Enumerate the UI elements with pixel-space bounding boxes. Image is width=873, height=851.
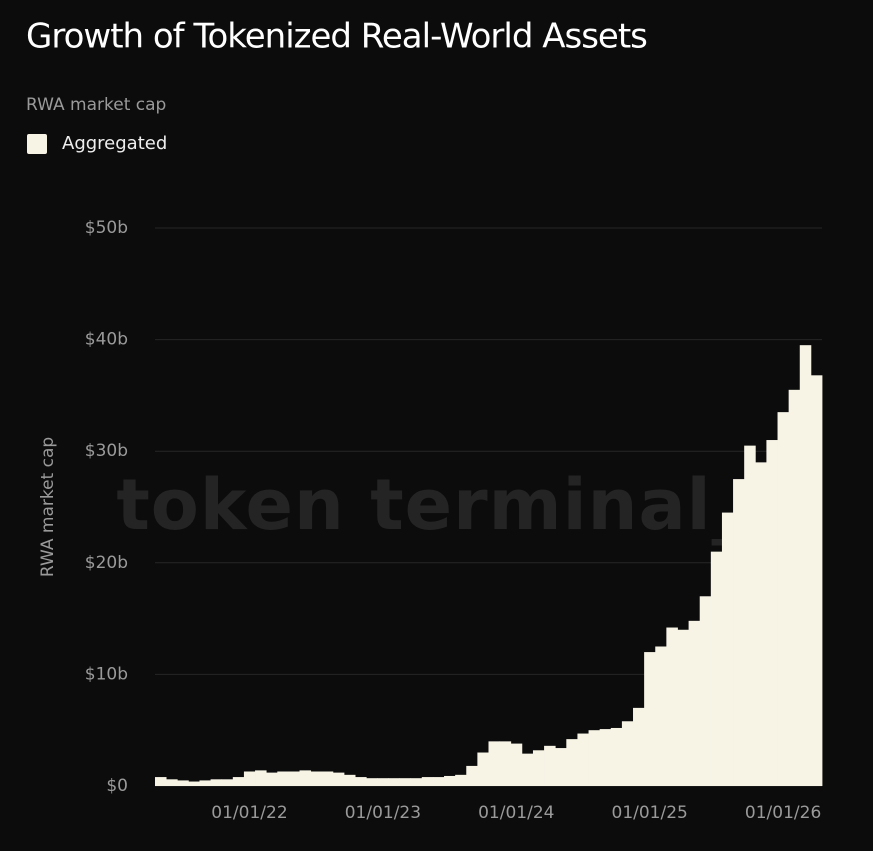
x-tick-label: 01/01/25 — [612, 803, 688, 823]
x-tick-label: 01/01/24 — [478, 803, 554, 823]
x-tick-label: 01/01/22 — [211, 803, 287, 823]
bar — [410, 778, 423, 786]
bar — [455, 774, 467, 786]
bar — [521, 753, 534, 786]
bar — [544, 745, 556, 786]
bar — [799, 345, 812, 786]
bar — [621, 721, 634, 786]
bar — [721, 512, 734, 786]
bar — [399, 778, 412, 786]
bar — [499, 741, 512, 786]
bar — [310, 771, 323, 786]
bar — [666, 627, 678, 786]
bar — [277, 771, 289, 786]
bar — [488, 741, 501, 786]
bar — [388, 778, 400, 786]
y-tick-label: $40b — [85, 330, 128, 350]
bar — [444, 775, 456, 786]
bar — [177, 780, 189, 786]
watermark: token terminal_ — [116, 464, 747, 546]
bar — [699, 596, 712, 786]
bar — [744, 445, 756, 786]
bar — [610, 727, 623, 786]
bar — [421, 777, 434, 786]
bar — [332, 772, 345, 786]
bar — [810, 375, 823, 786]
bar — [599, 729, 612, 786]
bar — [655, 646, 667, 786]
y-tick-label: $10b — [85, 664, 128, 684]
bar — [243, 771, 256, 786]
bar — [255, 770, 267, 786]
bar — [199, 780, 211, 786]
bar — [466, 765, 478, 786]
bar — [166, 779, 178, 786]
y-tick-label: $50b — [85, 218, 128, 238]
bar — [588, 730, 601, 786]
bar — [221, 779, 234, 786]
bar — [366, 778, 378, 786]
x-tick-label: 01/01/26 — [745, 803, 821, 823]
bar — [677, 629, 689, 786]
bar — [299, 770, 312, 786]
bar — [188, 781, 200, 786]
bar — [532, 750, 545, 786]
bar — [355, 777, 367, 786]
bar — [788, 389, 801, 786]
bar — [477, 752, 489, 786]
y-tick-label: $0 — [106, 776, 128, 796]
bar — [555, 748, 567, 786]
x-tick-label: 01/01/23 — [345, 803, 421, 823]
bar — [777, 412, 790, 786]
chart-subtitle: RWA market cap — [26, 95, 166, 115]
y-tick-label: $20b — [85, 553, 128, 573]
bar — [510, 743, 523, 786]
bar — [155, 777, 167, 786]
bar — [755, 462, 767, 786]
bar — [432, 777, 445, 786]
legend-swatch — [27, 134, 47, 154]
y-axis-label: RWA market cap — [38, 437, 58, 577]
bar — [577, 733, 589, 786]
bar — [210, 779, 223, 786]
bar — [288, 771, 300, 786]
bar — [321, 771, 334, 786]
bar — [633, 707, 645, 786]
chart-title: Growth of Tokenized Real-World Assets — [26, 17, 647, 57]
bar — [766, 440, 778, 786]
legend-label: Aggregated — [62, 133, 167, 154]
bar — [377, 778, 389, 786]
bar — [266, 772, 278, 786]
bar — [644, 652, 656, 786]
bar — [232, 777, 245, 786]
bar — [710, 551, 723, 786]
bar — [733, 479, 745, 786]
bar — [688, 620, 701, 786]
bar — [343, 774, 356, 786]
bar — [566, 739, 578, 786]
y-tick-label: $30b — [85, 441, 128, 461]
